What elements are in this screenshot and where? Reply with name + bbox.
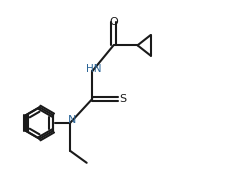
Text: S: S	[119, 94, 126, 104]
Text: HN: HN	[86, 64, 102, 74]
Text: O: O	[109, 17, 118, 27]
Text: N: N	[68, 115, 76, 125]
